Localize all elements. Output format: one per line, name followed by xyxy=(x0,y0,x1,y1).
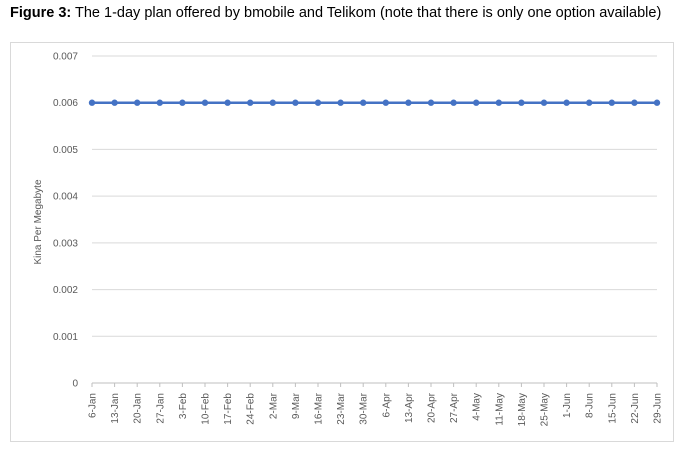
x-tick-label: 22-Jun xyxy=(630,393,641,424)
data-point xyxy=(540,99,548,106)
x-tick-label: 4-May xyxy=(472,393,483,421)
data-point xyxy=(337,99,344,106)
figure-caption-prefix: Figure 3: xyxy=(10,5,72,21)
data-point xyxy=(224,99,231,106)
data-point xyxy=(653,99,661,106)
x-tick-label: 30-Mar xyxy=(359,392,370,424)
x-tick-label: 2-Mar xyxy=(268,392,279,419)
data-point xyxy=(179,99,186,106)
x-tick-label: 13-Apr xyxy=(404,392,415,423)
y-axis-label: Kina Per Megabyte xyxy=(33,179,44,264)
figure-caption-text: The 1-day plan offered by bmobile and Te… xyxy=(71,5,662,21)
data-point xyxy=(360,99,367,106)
x-tick-label: 27-Apr xyxy=(449,392,460,423)
y-tick-label: 0.003 xyxy=(53,238,78,249)
series-layer xyxy=(88,99,661,106)
x-tick-label: 15-Jun xyxy=(607,393,618,424)
data-point xyxy=(292,99,299,106)
data-point xyxy=(631,99,638,106)
x-tick-label: 6-Jan xyxy=(88,393,99,418)
x-tick-label: 20-Jan xyxy=(133,393,144,424)
x-tick-label: 3-Feb xyxy=(178,393,189,420)
data-point xyxy=(427,99,435,106)
x-tick-label: 13-Jan xyxy=(110,393,121,424)
data-point xyxy=(450,99,457,106)
x-tick-label: 25-May xyxy=(540,393,551,426)
data-point xyxy=(495,99,502,106)
data-point xyxy=(134,99,141,106)
data-point xyxy=(473,99,480,106)
y-tick-label: 0.004 xyxy=(53,192,78,203)
data-point xyxy=(586,99,593,106)
x-tick-label: 9-Mar xyxy=(291,392,302,419)
x-tick-label: 17-Feb xyxy=(223,393,234,425)
data-point xyxy=(156,99,163,106)
x-axis-ticks: 6-Jan 13-Jan 20-Jan 27-Jan 3-Feb 10-Feb 17-Feb… xyxy=(88,383,664,426)
y-tick-label: 0.001 xyxy=(53,332,78,343)
y-tick-label: 0.007 xyxy=(53,52,78,63)
data-point xyxy=(382,99,389,106)
x-tick-label: 24-Feb xyxy=(246,393,257,425)
data-point xyxy=(247,99,254,106)
data-point xyxy=(563,99,570,106)
x-tick-label: 8-Jun xyxy=(585,393,596,418)
y-tick-label: 0.005 xyxy=(53,145,78,156)
x-tick-label: 29-Jun xyxy=(653,393,664,424)
data-point xyxy=(88,99,96,106)
chart-frame xyxy=(10,42,674,442)
y-axis-ticks: 0 0.001 0.002 0.003 0.004 0.005 0.006 0.007 xyxy=(53,52,78,390)
x-tick-label: 18-May xyxy=(517,393,528,426)
y-tick-label: 0.006 xyxy=(53,98,78,109)
y-tick-label: 0 xyxy=(72,379,78,390)
x-tick-label: 6-Apr xyxy=(381,392,392,417)
data-point xyxy=(314,99,322,106)
data-point xyxy=(269,99,276,106)
y-tick-label: 0.002 xyxy=(53,285,78,296)
x-tick-label: 23-Mar xyxy=(336,392,347,424)
data-point xyxy=(405,99,412,106)
data-point xyxy=(608,99,615,106)
x-tick-label: 10-Feb xyxy=(201,393,212,425)
figure-caption: Figure 3: The 1-day plan offered by bmob… xyxy=(10,4,674,22)
x-tick-label: 27-Jan xyxy=(155,393,166,424)
x-tick-label: 20-Apr xyxy=(427,392,438,423)
gridlines xyxy=(92,55,657,337)
data-point xyxy=(201,99,209,106)
x-tick-label: 16-Mar xyxy=(314,392,325,424)
data-point xyxy=(111,99,118,106)
data-point xyxy=(518,99,525,106)
x-tick-label: 11-May xyxy=(494,393,505,426)
x-tick-label: 1-Jun xyxy=(562,393,573,418)
